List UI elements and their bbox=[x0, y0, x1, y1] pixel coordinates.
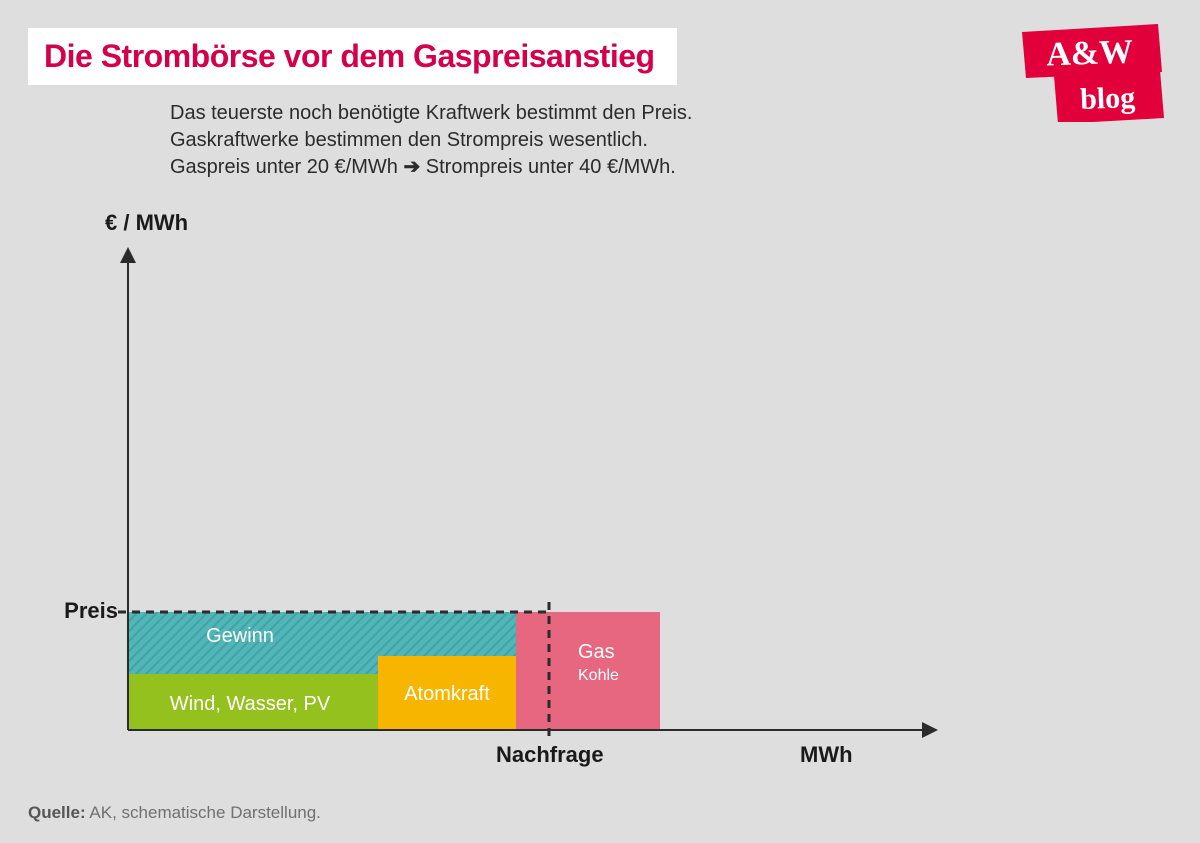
profit-label: Gewinn bbox=[206, 625, 274, 647]
merit-order-chart: Gewinn Wind, Wasser, PV Atomkraft Gas Ko… bbox=[0, 0, 1200, 843]
bar-label-wind: Wind, Wasser, PV bbox=[170, 693, 331, 715]
demand-label: Nachfrage bbox=[496, 742, 604, 768]
x-axis-label: MWh bbox=[800, 742, 853, 768]
bar-label-gas: Gas bbox=[578, 641, 615, 663]
bar-label-atom: Atomkraft bbox=[404, 683, 490, 705]
price-label: Preis bbox=[48, 598, 118, 624]
bar-label-kohle: Kohle bbox=[578, 667, 619, 684]
source-citation: Quelle: AK, schematische Darstellung. bbox=[28, 803, 321, 823]
